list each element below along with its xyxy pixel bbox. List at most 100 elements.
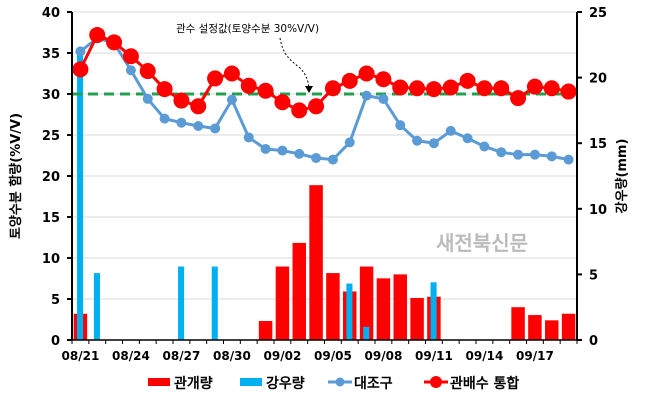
right-tick-label: 15 <box>589 137 607 152</box>
control-point <box>344 137 355 148</box>
irrigation-bar <box>309 185 323 340</box>
lines <box>72 26 577 165</box>
rainfall-bar <box>178 266 185 340</box>
combined-point <box>156 81 173 98</box>
control-point <box>226 94 237 105</box>
axes: 0 5 10 15 20 25 30 35 40 0 5 10 15 20 25 08/21 08/24 08/2… <box>42 6 607 363</box>
control-point <box>529 149 540 160</box>
x-tick-label: 09/02 <box>264 349 302 363</box>
combined-point <box>543 80 560 97</box>
rainfall-bar <box>363 326 370 340</box>
bars <box>73 51 576 341</box>
control-point <box>445 125 456 136</box>
combined-point <box>257 82 274 99</box>
legend-label: 강우량 <box>266 375 305 392</box>
combined-point <box>89 26 106 43</box>
control-point <box>462 133 473 144</box>
left-tick-label: 30 <box>42 88 60 103</box>
left-tick-label: 15 <box>42 211 60 226</box>
control-point <box>75 46 86 57</box>
x-tick-label: 09/08 <box>365 349 403 363</box>
control-point <box>193 120 204 131</box>
irrigation-bar <box>275 266 290 340</box>
right-tick-label: 20 <box>589 72 607 87</box>
combined-point <box>308 98 325 115</box>
x-tick-label: 08/24 <box>112 349 150 363</box>
combined-point <box>190 98 207 115</box>
control-point <box>243 132 254 143</box>
x-tick-label: 08/21 <box>62 349 100 363</box>
x-tick-label: 09/14 <box>466 349 504 363</box>
combined-point <box>476 80 493 97</box>
combined-point <box>274 94 291 111</box>
control-point <box>142 93 153 104</box>
control-point <box>176 117 187 128</box>
right-axis-title: 강우량(mm) <box>614 139 630 214</box>
legend-label: 관개량 <box>174 375 213 392</box>
combined-point <box>324 80 341 97</box>
right-tick-label: 25 <box>589 6 607 21</box>
combined-point <box>526 78 543 95</box>
legend: 관개량 강우량 대조구 관배수 통합 <box>148 375 519 392</box>
combined-point <box>358 65 375 82</box>
irrigation-bar <box>511 307 525 340</box>
control-point <box>311 152 322 163</box>
legend-swatch <box>240 378 262 386</box>
control-point <box>496 147 507 158</box>
combined-point <box>425 81 442 98</box>
control-point <box>294 148 305 159</box>
control-point <box>513 149 524 160</box>
irrigation-bar <box>292 242 306 340</box>
control-point <box>361 90 372 101</box>
rainfall-bar <box>93 273 100 340</box>
left-tick-label: 5 <box>51 293 60 308</box>
control-point <box>479 141 490 152</box>
control-point <box>395 120 406 131</box>
combined-point <box>291 102 308 119</box>
irrigation-bar <box>376 278 391 340</box>
x-tick-label: 09/11 <box>415 349 453 363</box>
legend-marker <box>335 377 345 387</box>
annotation-text: 관수 설정값(토양수분 30%V/V) <box>176 23 319 35</box>
combined-point <box>207 70 224 87</box>
rainfall-bar <box>211 266 218 340</box>
irrigation-bar <box>258 320 273 340</box>
left-tick-label: 40 <box>42 6 60 21</box>
irrigation-bar <box>528 315 542 340</box>
left-axis-title: 토양수분 함량(%V/V) <box>8 113 24 239</box>
legend-swatch <box>148 378 170 386</box>
control-point <box>210 123 221 134</box>
combined-point <box>341 72 358 89</box>
control-point <box>546 151 557 162</box>
annotation-arrow <box>279 37 310 89</box>
annotation-arrowhead <box>305 86 313 93</box>
control-point <box>327 154 338 165</box>
irrigation-bar <box>393 274 407 340</box>
combined-point <box>392 79 409 96</box>
x-tick-label: 09/05 <box>314 349 352 363</box>
left-tick-label: 0 <box>51 334 60 349</box>
combined-point <box>493 80 510 97</box>
combined-point <box>560 83 577 100</box>
combined-point <box>442 79 459 96</box>
x-tick-label: 08/30 <box>213 349 251 363</box>
combined-point <box>459 72 476 89</box>
control-point <box>428 138 439 149</box>
left-tick-label: 10 <box>42 252 60 267</box>
left-tick-label: 25 <box>42 129 60 144</box>
control-point <box>412 135 423 146</box>
rainfall-bar <box>77 51 84 341</box>
control-point <box>378 93 389 104</box>
combined-point <box>139 63 156 80</box>
left-tick-label: 20 <box>42 170 60 185</box>
irrigation-bar <box>545 320 559 340</box>
combined-point <box>106 34 123 51</box>
irrigation-bar <box>359 266 374 340</box>
control-point <box>159 113 170 124</box>
combined-point <box>72 61 89 78</box>
legend-label: 대조구 <box>354 376 393 392</box>
combined-point <box>173 92 190 109</box>
irrigation-bar <box>326 273 340 340</box>
combined-point <box>409 80 426 97</box>
